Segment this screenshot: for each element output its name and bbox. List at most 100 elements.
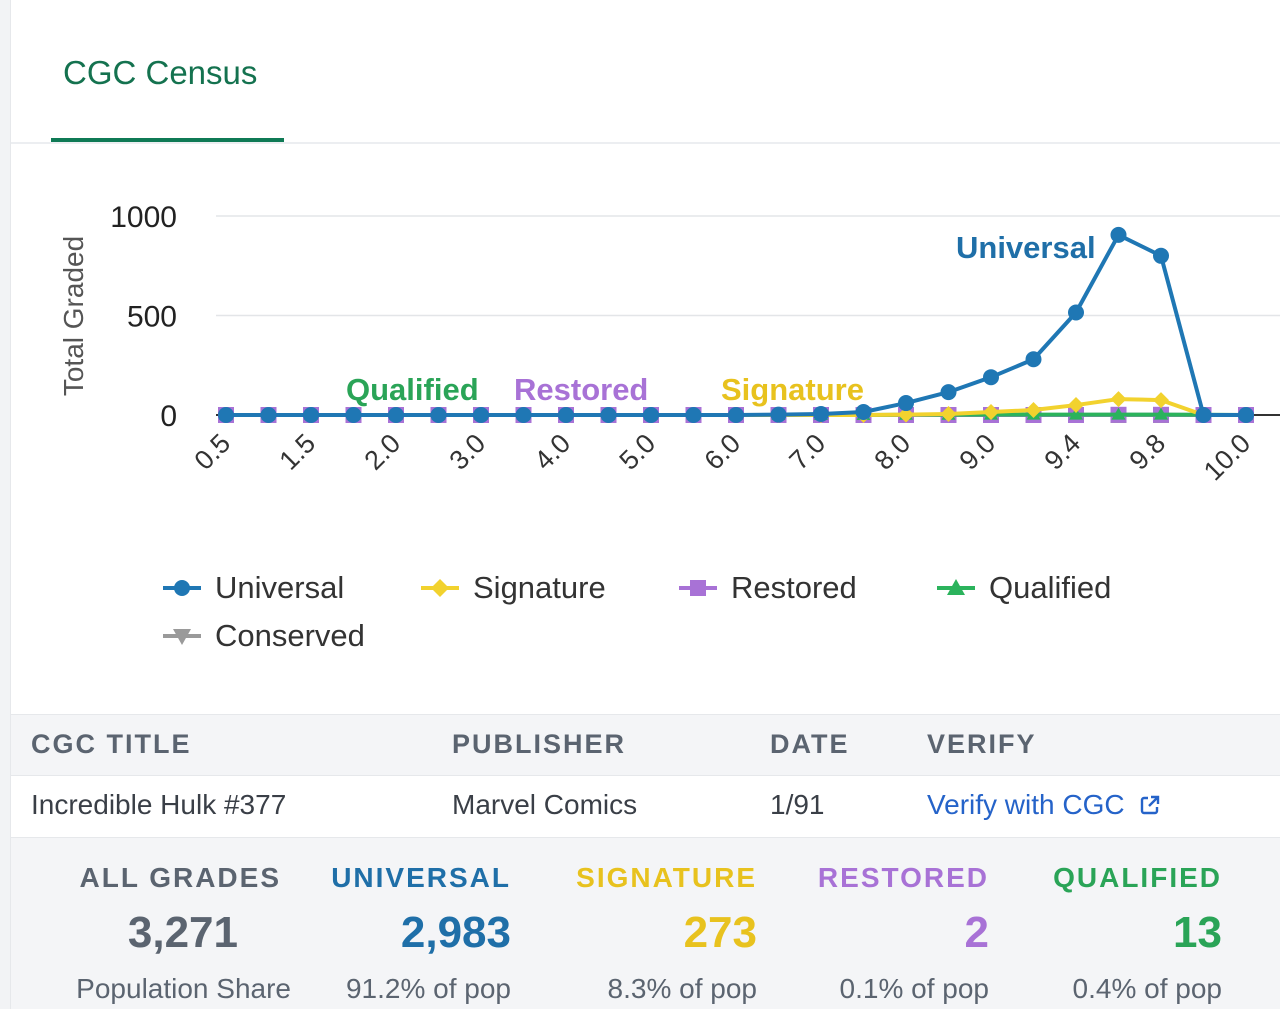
stat-value: 273 (683, 908, 757, 957)
column-header-date: DATE (770, 729, 850, 759)
data-point-universal (218, 407, 234, 423)
x-tick-label: 4.0 (528, 428, 576, 476)
legend-label: Conserved (215, 618, 365, 653)
data-point-universal (685, 407, 702, 423)
column-header-title: CGC TITLE (31, 729, 192, 759)
data-point-universal (770, 406, 787, 423)
data-point-signature (898, 406, 914, 423)
data-point-signature (983, 404, 999, 421)
series-label-universal: Universal (956, 230, 1096, 265)
data-point-qualified (1111, 407, 1126, 420)
data-point-universal (600, 407, 617, 423)
external-link-icon (1141, 795, 1160, 815)
data-point-signature (1110, 391, 1127, 408)
stat-sub: 8.3% of pop (607, 973, 757, 1004)
stat-label: SIGNATURE (576, 862, 757, 893)
legend-item-universal[interactable]: Universal (161, 570, 344, 606)
stat-label: RESTORED (817, 862, 989, 893)
cell-publisher: Marvel Comics (452, 789, 638, 820)
data-point-universal (388, 407, 404, 423)
legend-label: Signature (473, 570, 606, 605)
tab-cgc-census-label: CGC Census (63, 54, 258, 91)
data-point-universal (303, 407, 319, 423)
triangle-marker-icon (937, 579, 975, 595)
stat-value: 2 (964, 908, 989, 957)
x-tick-label: 9.0 (953, 428, 1001, 476)
stat-signature: SIGNATURE 273 8.3% of pop (527, 838, 757, 1009)
y-tick-label: 0 (160, 400, 177, 433)
series-label-signature: Signature (721, 372, 864, 407)
data-point-universal (940, 384, 957, 401)
triangle-down-marker-icon (163, 629, 201, 645)
x-tick-label: 7.0 (783, 428, 831, 476)
data-point-universal (1110, 226, 1127, 243)
stat-label: UNIVERSAL (331, 862, 511, 893)
census-card: CGC Census 0 500 1000 Total Graded 0.5 1.5 2.0… (10, 0, 1280, 1009)
stat-label: QUALIFIED (1053, 862, 1222, 893)
stat-value: 13 (1173, 908, 1222, 957)
population-stats: ALL GRADES 3,271 Population Share UNIVER… (11, 838, 1280, 1009)
x-tick-label: 1.5 (273, 428, 321, 476)
verify-with-cgc-link[interactable]: Verify with CGC (927, 789, 1162, 821)
data-point-universal (345, 407, 362, 423)
y-axis-label: Total Graded (58, 236, 89, 396)
data-point-universal (813, 406, 829, 423)
x-tick-label: 8.0 (868, 428, 916, 476)
data-point-universal (983, 369, 999, 386)
legend-label: Universal (215, 570, 345, 605)
legend-label: Restored (731, 570, 857, 605)
stat-qualified: QUALIFIED 13 0.4% of pop (992, 838, 1222, 1009)
data-point-universal (515, 407, 532, 423)
square-marker-icon (679, 580, 717, 596)
x-tick-label: 3.0 (443, 428, 491, 476)
data-point-universal (260, 407, 277, 423)
x-tick-label: 0.5 (188, 428, 236, 476)
stat-value: 3,271 (127, 908, 238, 957)
x-tick-label: 2.0 (358, 428, 406, 476)
data-point-universal (558, 407, 574, 423)
legend-item-conserved[interactable]: Conserved (161, 618, 365, 654)
stat-universal: UNIVERSAL 2,983 91.2% of pop (281, 838, 511, 1009)
y-tick-label: 1000 (110, 201, 177, 234)
data-point-signature (1153, 392, 1169, 409)
census-chart: 0 500 1000 Total Graded 0.5 1.5 2.0 3.0 4.0 5.0 6.… (58, 201, 1280, 486)
stat-label: ALL GRADES (79, 862, 281, 893)
legend-label: Qualified (989, 570, 1112, 605)
data-point-universal (728, 407, 744, 423)
stat-sub: 0.1% of pop (839, 973, 989, 1004)
data-point-signature (940, 406, 957, 423)
cell-date: 1/91 (770, 789, 825, 820)
stat-sub: 0.4% of pop (1072, 973, 1222, 1004)
tab-cgc-census[interactable]: CGC Census (51, 0, 284, 142)
data-point-universal (855, 404, 872, 421)
x-tick-label: 9.4 (1038, 428, 1086, 476)
table-row: Incredible Hulk #377 Marvel Comics 1/91 … (11, 775, 1280, 838)
legend-item-signature[interactable]: Signature (419, 570, 606, 606)
column-header-verify: VERIFY (927, 729, 1037, 759)
data-point-signature (1025, 402, 1042, 419)
y-tick-label: 500 (127, 301, 177, 334)
data-point-universal (898, 395, 914, 412)
chart-series-labels: Universal Signature Restored Qualified (346, 230, 1096, 407)
data-point-universal (1068, 304, 1084, 321)
data-point-universal (1153, 247, 1169, 264)
stat-sub: Population Share (76, 973, 291, 1004)
x-tick-label: 6.0 (698, 428, 746, 476)
legend-item-restored[interactable]: Restored (677, 570, 857, 606)
series-label-qualified: Qualified (346, 372, 479, 407)
data-point-universal (1025, 351, 1042, 368)
chart-series (218, 226, 1254, 423)
x-tick-label: 9.8 (1123, 428, 1171, 476)
legend-item-qualified[interactable]: Qualified (935, 570, 1111, 606)
stat-all-grades: ALL GRADES 3,271 Population Share (36, 838, 291, 1009)
data-point-universal (1238, 407, 1254, 423)
series-label-restored: Restored (514, 372, 648, 407)
data-point-universal (643, 407, 659, 423)
stat-value: 2,983 (400, 908, 511, 957)
stat-sub: 91.2% of pop (345, 973, 511, 1004)
column-header-publisher: PUBLISHER (452, 729, 627, 759)
data-point-universal (473, 407, 489, 423)
data-point-qualified (1069, 407, 1083, 420)
data-point-universal (430, 407, 447, 423)
cell-title: Incredible Hulk #377 (31, 789, 287, 820)
